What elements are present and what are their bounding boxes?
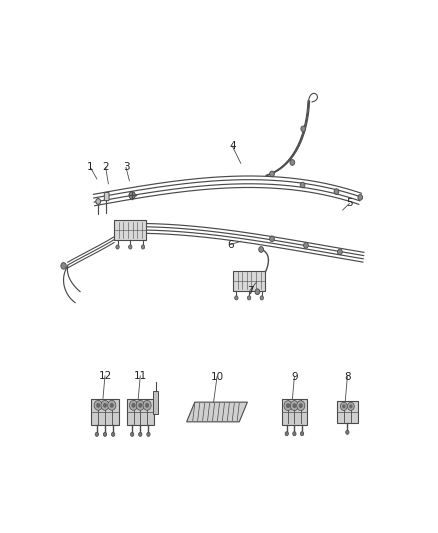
Text: 1: 1 <box>87 163 94 172</box>
Circle shape <box>61 263 66 269</box>
FancyBboxPatch shape <box>104 192 109 200</box>
Text: 11: 11 <box>134 371 147 381</box>
Circle shape <box>138 403 142 408</box>
Circle shape <box>103 403 107 408</box>
Circle shape <box>129 245 132 249</box>
Circle shape <box>108 400 116 410</box>
Circle shape <box>284 401 292 410</box>
Circle shape <box>96 199 101 204</box>
Text: 3: 3 <box>123 163 129 172</box>
Circle shape <box>358 195 363 200</box>
Circle shape <box>290 401 298 410</box>
Text: 10: 10 <box>210 372 223 382</box>
Bar <box>282 399 307 425</box>
Circle shape <box>101 400 109 410</box>
Circle shape <box>96 403 100 408</box>
Circle shape <box>260 296 264 300</box>
Circle shape <box>103 432 107 437</box>
Circle shape <box>270 236 274 241</box>
Circle shape <box>300 432 304 436</box>
Bar <box>233 271 265 290</box>
Circle shape <box>285 432 289 436</box>
Circle shape <box>304 243 308 248</box>
Circle shape <box>235 296 238 300</box>
Circle shape <box>131 403 135 408</box>
Circle shape <box>94 400 102 410</box>
Circle shape <box>136 400 145 410</box>
Circle shape <box>141 245 145 249</box>
Text: 12: 12 <box>99 371 112 381</box>
Text: 2: 2 <box>102 163 109 172</box>
Circle shape <box>299 403 303 408</box>
Circle shape <box>301 126 306 132</box>
Circle shape <box>116 245 119 249</box>
Text: 4: 4 <box>229 141 236 151</box>
Circle shape <box>131 432 134 437</box>
Circle shape <box>255 289 260 295</box>
Circle shape <box>286 403 290 408</box>
Text: 9: 9 <box>291 372 298 382</box>
Circle shape <box>247 296 251 300</box>
Polygon shape <box>187 402 247 422</box>
Text: 8: 8 <box>344 372 351 382</box>
Circle shape <box>259 247 264 252</box>
Circle shape <box>340 402 347 410</box>
Circle shape <box>290 159 295 165</box>
Circle shape <box>349 405 353 408</box>
Bar <box>127 399 154 425</box>
Circle shape <box>346 430 349 434</box>
Circle shape <box>145 403 149 408</box>
Circle shape <box>297 401 305 410</box>
Circle shape <box>95 432 99 437</box>
Bar <box>114 220 146 240</box>
Circle shape <box>270 171 274 177</box>
Text: 6: 6 <box>227 239 234 249</box>
Circle shape <box>143 400 151 410</box>
Circle shape <box>138 432 142 437</box>
Text: 7: 7 <box>247 286 253 295</box>
Circle shape <box>130 400 138 410</box>
Circle shape <box>293 403 297 408</box>
Bar <box>337 401 358 423</box>
Circle shape <box>293 432 296 436</box>
Circle shape <box>110 403 114 408</box>
Bar <box>153 391 158 414</box>
Text: 5: 5 <box>346 198 353 208</box>
Circle shape <box>347 402 354 410</box>
Bar <box>92 399 119 425</box>
Circle shape <box>300 182 305 188</box>
Circle shape <box>342 405 346 408</box>
Circle shape <box>147 432 150 437</box>
Circle shape <box>111 432 115 437</box>
Circle shape <box>338 249 342 255</box>
Circle shape <box>129 191 135 199</box>
Circle shape <box>334 189 339 195</box>
